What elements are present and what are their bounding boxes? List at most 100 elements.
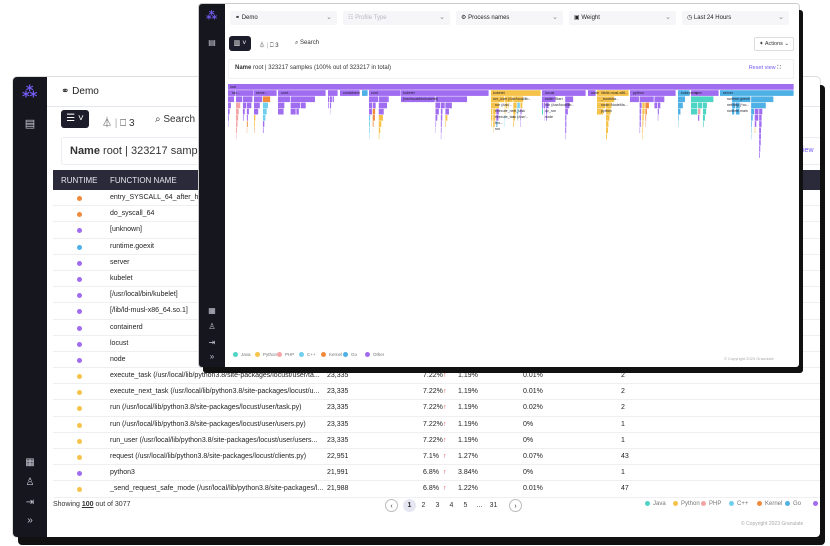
logout-icon[interactable]: ⇥	[25, 497, 35, 508]
page-button[interactable]: 5	[463, 502, 468, 509]
flame-frame[interactable]	[606, 127, 609, 134]
flame-frame[interactable]	[597, 90, 629, 96]
flame-frame[interactable]	[254, 121, 255, 127]
flame-frame[interactable]	[290, 108, 296, 115]
flame-frame[interactable]	[639, 115, 641, 121]
legend-item[interactable]: C++	[299, 352, 316, 358]
flame-frame[interactable]	[445, 102, 452, 109]
flame-frame[interactable]	[296, 108, 299, 115]
flame-frame[interactable]	[542, 108, 543, 115]
flame-frame[interactable]	[678, 102, 683, 109]
flame-frame[interactable]	[228, 115, 229, 121]
flame-frame[interactable]	[542, 90, 586, 96]
table-row[interactable]: node	[53, 352, 820, 369]
flame-frame[interactable]	[242, 115, 244, 121]
page-button[interactable]: 1	[403, 499, 416, 512]
flamegraph[interactable]: root sin... serve... cont... containerd cont k…	[228, 84, 794, 351]
flame-frame[interactable]	[278, 90, 326, 96]
flame-frame[interactable]	[504, 108, 506, 115]
flame-frame[interactable]	[751, 102, 766, 109]
flame-frame[interactable]	[691, 108, 698, 115]
flame-frame[interactable]	[759, 115, 762, 121]
flame-frame[interactable]	[565, 115, 567, 121]
flame-frame[interactable]	[262, 121, 265, 127]
flame-frame[interactable]	[290, 102, 301, 109]
flame-frame[interactable]	[606, 133, 607, 140]
next-page-button[interactable]: ›	[509, 499, 522, 512]
flame-frame[interactable]	[278, 102, 285, 109]
document-icon[interactable]: ▦	[25, 457, 35, 468]
flame-frame[interactable]	[520, 102, 523, 109]
flame-frame[interactable]	[401, 90, 489, 96]
flame-frame[interactable]	[698, 108, 701, 115]
legend-item[interactable]: Java	[233, 352, 251, 358]
flame-frame[interactable]	[702, 121, 704, 127]
flame-frame[interactable]	[642, 127, 644, 134]
flame-frame[interactable]	[751, 96, 774, 103]
document-icon[interactable]: ▦	[208, 306, 216, 315]
flame-frame[interactable]	[262, 115, 266, 121]
flame-frame[interactable]	[236, 102, 241, 109]
flame-frame[interactable]	[440, 108, 443, 115]
flame-frame[interactable]	[254, 115, 256, 121]
flame-frame[interactable]	[513, 108, 516, 115]
legend-item[interactable]: Other	[365, 352, 384, 358]
flame-frame[interactable]	[328, 96, 330, 103]
flame-frame[interactable]	[642, 115, 644, 121]
flame-frame[interactable]	[754, 108, 759, 115]
flame-frame[interactable]	[720, 90, 794, 96]
logout-icon[interactable]: ⇥	[208, 338, 216, 347]
flame-frame[interactable]	[588, 90, 596, 96]
flame-frame[interactable]	[542, 102, 544, 109]
flame-frame[interactable]	[372, 121, 374, 127]
flame-frame[interactable]	[493, 121, 495, 127]
flame-frame[interactable]	[513, 115, 515, 121]
flame-frame[interactable]	[369, 102, 373, 109]
flame-frame[interactable]	[639, 121, 641, 127]
flame-frame[interactable]	[378, 102, 387, 109]
search-input[interactable]: ⌕ Search	[155, 114, 195, 125]
flame-frame[interactable]	[565, 108, 568, 115]
flame-frame[interactable]	[759, 127, 761, 134]
flame-frame[interactable]	[496, 108, 499, 115]
flame-frame[interactable]	[369, 90, 401, 96]
flame-frame[interactable]	[517, 108, 519, 115]
flame-frame[interactable]	[328, 102, 329, 109]
flame-frame[interactable]	[759, 121, 762, 127]
flame-frame[interactable]	[691, 90, 719, 96]
flame-frame[interactable]	[228, 90, 236, 96]
legend-item[interactable]: C++	[729, 501, 748, 507]
legend-item[interactable]: Python	[255, 352, 277, 358]
flame-frame[interactable]	[440, 115, 443, 121]
flame-frame[interactable]	[491, 102, 499, 109]
flame-frame[interactable]	[262, 108, 267, 115]
flame-frame[interactable]	[440, 127, 442, 134]
search-input[interactable]: ⌕ Search	[295, 40, 319, 47]
flame-frame[interactable]	[565, 121, 567, 127]
flame-frame[interactable]	[698, 102, 703, 109]
flame-frame[interactable]	[262, 102, 268, 109]
flame-frame[interactable]	[369, 121, 370, 127]
flame-frame[interactable]	[401, 96, 435, 103]
flame-frame[interactable]	[228, 108, 230, 115]
flame-frame[interactable]	[565, 96, 574, 103]
flame-frame[interactable]	[606, 108, 611, 115]
flame-frame[interactable]	[513, 121, 514, 127]
flame-frame[interactable]	[493, 115, 496, 121]
flame-frame[interactable]	[754, 121, 757, 127]
flame-frame[interactable]	[513, 102, 517, 109]
flame-frame[interactable]	[504, 96, 513, 103]
flame-frame[interactable]	[491, 90, 541, 96]
table-row[interactable]: execute_next_task (/usr/local/lib/python…	[53, 384, 820, 401]
flame-frame[interactable]	[372, 115, 375, 121]
page-button[interactable]: 31	[489, 502, 498, 509]
flame-frame[interactable]	[606, 121, 609, 127]
flame-frame[interactable]	[246, 121, 248, 127]
legend-item[interactable]: Go	[343, 352, 357, 358]
flame-frame[interactable]	[435, 96, 468, 103]
flame-frame[interactable]	[702, 102, 707, 109]
flame-frame[interactable]	[597, 96, 615, 103]
reset-view-link[interactable]: Reset view ⛶	[748, 65, 781, 71]
flame-frame[interactable]	[332, 96, 334, 103]
flame-frame[interactable]	[642, 108, 645, 115]
